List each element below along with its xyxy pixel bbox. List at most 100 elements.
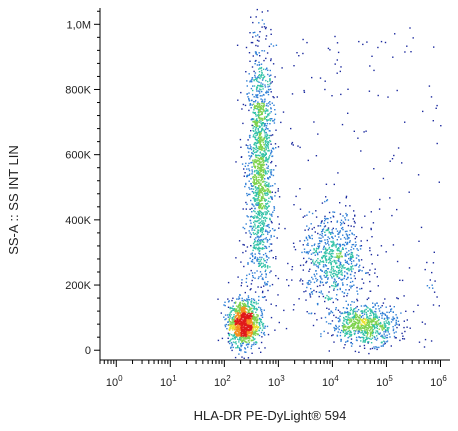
event-point [380,306,382,309]
event-point [390,345,392,347]
event-point [347,330,349,333]
event-point [262,173,264,176]
event-point [255,194,258,196]
event-point [271,283,274,286]
event-point [264,160,266,162]
event-point [239,304,242,307]
event-point [264,213,267,215]
event-point [237,334,239,336]
event-point [263,331,265,334]
event-point [347,88,349,90]
event-point [231,343,234,346]
event-point [376,325,378,327]
event-point [359,288,361,290]
event-point [354,215,356,217]
y-tick-label: 400K [65,215,91,227]
event-point [252,153,254,155]
event-point [352,313,354,315]
event-point [273,229,275,232]
event-point [258,211,260,213]
event-point [349,326,351,329]
event-point [353,260,355,262]
event-point [257,216,259,219]
event-point [347,238,349,240]
event-point [260,144,263,146]
event-point [333,314,335,317]
event-point [269,78,271,80]
event-point [261,166,263,168]
event-point [401,332,403,335]
event-point [224,304,226,307]
event-point [260,197,263,199]
event-point [335,263,337,265]
event-point [366,306,368,308]
event-point [354,277,356,280]
event-point [249,326,252,329]
event-point [324,276,326,278]
event-point [273,122,276,124]
event-point [260,76,262,78]
event-point [402,338,404,340]
event-point [267,86,269,88]
event-point [248,109,250,112]
event-point [256,159,258,161]
event-point [392,316,394,318]
event-point [340,264,343,266]
event-point [339,334,342,337]
event-point [357,137,359,139]
event-point [349,309,352,312]
event-point [325,183,328,185]
event-point [301,280,304,282]
event-point [255,203,257,205]
event-point [347,326,349,328]
event-point [314,243,316,245]
event-point [374,303,376,305]
event-point [257,201,260,204]
event-point [242,103,245,106]
event-point [367,342,369,344]
event-point [252,160,254,162]
event-point [238,339,240,341]
event-point [315,270,317,272]
event-point [239,315,241,317]
event-point [343,323,345,326]
event-point [348,322,350,324]
event-point [255,316,258,318]
event-point [328,298,330,300]
event-point [329,298,332,301]
event-point [395,319,397,322]
event-point [227,301,230,303]
event-point [264,132,266,134]
event-point [322,256,324,258]
event-point [270,149,273,152]
event-point [310,262,313,264]
event-point [353,325,355,327]
event-point [274,229,276,231]
event-point [264,192,266,194]
event-point [285,327,288,330]
event-point [254,220,256,223]
event-point [358,326,360,329]
event-point [265,276,267,278]
event-point [372,325,374,327]
event-point [392,311,394,313]
event-point [327,236,329,238]
event-point [272,120,274,122]
event-point [264,84,266,86]
event-point [254,332,257,335]
event-point [244,309,246,311]
event-point [354,222,356,224]
event-point [358,336,360,338]
event-point [341,274,343,276]
event-point [396,297,398,299]
event-point [330,249,332,251]
event-point [353,323,356,325]
event-point [266,134,269,137]
event-point [258,163,260,166]
event-point [253,105,256,107]
event-point [412,310,415,313]
event-point [346,236,349,238]
event-point [339,251,341,253]
event-point [386,340,389,342]
event-point [338,272,341,274]
